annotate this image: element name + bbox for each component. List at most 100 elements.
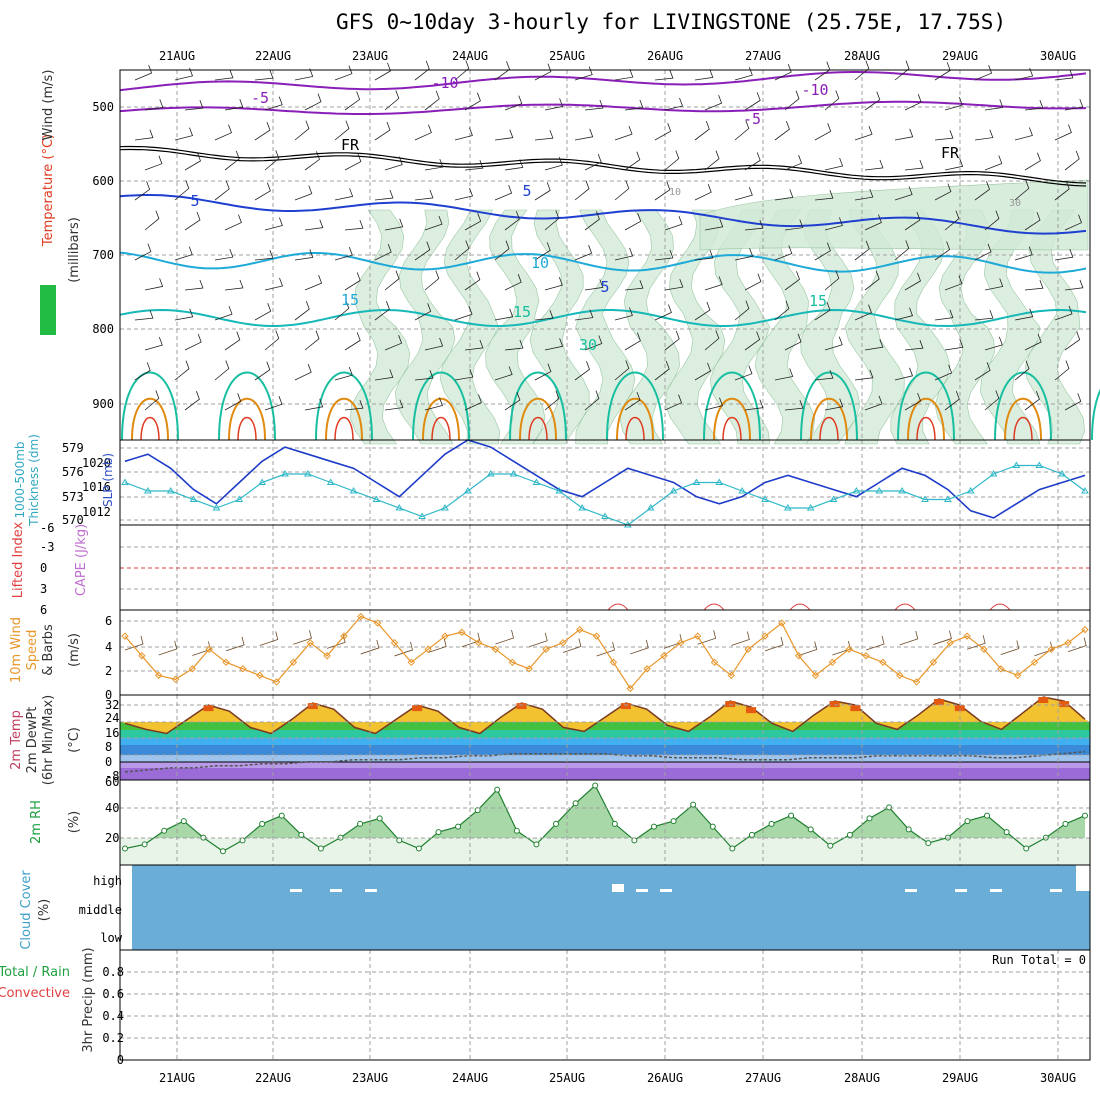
- precip-total-label: Total / Rain: [0, 965, 70, 980]
- wind-barb: [904, 272, 921, 291]
- temp-contour-20: [218, 371, 276, 441]
- wind-barb: [414, 124, 432, 141]
- rh-marker: [846, 831, 853, 838]
- wind-barb: [704, 276, 723, 291]
- thickness-marker: [738, 487, 747, 494]
- wind-barb: [574, 180, 590, 201]
- rh-shading: [980, 209, 1041, 445]
- rh-marker: [239, 837, 246, 844]
- rh-shading: [349, 209, 411, 445]
- wind-axis-label: (m/s): [67, 633, 82, 667]
- temp-max-fill: [725, 701, 736, 708]
- rh-marker: [317, 845, 324, 852]
- thickness-marker: [692, 478, 701, 485]
- wind-barb: [894, 60, 910, 81]
- wind-speed-marker: [643, 665, 651, 673]
- wind-barb: [704, 150, 720, 171]
- wind-barb: [1024, 100, 1044, 111]
- wind-barb: [534, 363, 552, 381]
- thickness-tick: 570: [62, 513, 84, 527]
- rh-marker: [690, 801, 697, 808]
- wind-speed-marker: [306, 638, 314, 647]
- wind-speed-marker: [441, 632, 449, 640]
- wind-speed-marker: [626, 684, 634, 693]
- wind-barb: [504, 274, 522, 291]
- wind-barb: [784, 271, 800, 291]
- temp-tick: 32: [105, 698, 119, 712]
- wind-barb: [384, 270, 400, 291]
- wind-speed-marker: [811, 671, 820, 680]
- wind-barb: [864, 159, 884, 171]
- rh-marker: [866, 815, 873, 822]
- wind-barb: [774, 300, 790, 321]
- thickness-marker: [1035, 461, 1044, 468]
- wind-barb: [334, 366, 353, 381]
- wind-speed-marker: [592, 632, 601, 640]
- wind-barb: [624, 151, 641, 171]
- wind-barb: [904, 159, 924, 171]
- rh-shading-band: [699, 179, 1089, 251]
- top-date-label: 29AUG: [942, 49, 978, 63]
- surface-wind-barb: [764, 636, 784, 652]
- surface-wind-barb: [1034, 641, 1053, 657]
- wind-barb: [654, 304, 672, 321]
- wind-barb: [334, 65, 353, 81]
- temp-tick: 8: [105, 740, 112, 754]
- wind-barb: [544, 390, 560, 411]
- wind-speed-marker: [340, 632, 348, 640]
- wind-barb: [574, 309, 594, 321]
- wind-barb: [974, 309, 994, 321]
- bottom-date-label: 22AUG: [255, 1071, 291, 1085]
- wind-barb: [424, 397, 443, 411]
- wind-speed-marker: [474, 638, 483, 647]
- contour-label: 10: [669, 187, 681, 198]
- wind-speed-marker: [154, 671, 163, 680]
- rh-marker: [1062, 820, 1069, 827]
- wind-barb: [744, 273, 762, 291]
- wind-barb: [1054, 249, 1074, 261]
- wind-barb: [1064, 150, 1080, 171]
- wind-barb: [894, 240, 910, 261]
- thickness-marker: [875, 487, 884, 494]
- wind-barb: [134, 362, 151, 381]
- temp-max-fill: [746, 707, 757, 714]
- wind-barb: [344, 272, 361, 291]
- thickness-marker: [943, 495, 952, 502]
- wind-barb: [694, 249, 714, 261]
- wind-barb: [424, 90, 440, 111]
- wind-barb: [534, 129, 554, 141]
- wind-barb: [974, 243, 992, 261]
- wind-tick: 4: [105, 640, 112, 654]
- wind-barb: [574, 66, 593, 81]
- wind-speed-marker: [660, 652, 668, 660]
- precip-tick: 0.8: [102, 965, 124, 979]
- rh-marker: [415, 845, 422, 852]
- wind-barb: [174, 67, 194, 81]
- surface-wind-barb: [326, 634, 346, 649]
- wind-barb: [814, 369, 834, 381]
- contour-label: -10: [801, 81, 828, 99]
- rh-shading: [485, 209, 546, 445]
- wind-barb: [904, 340, 924, 351]
- top-date-label: 28AUG: [844, 49, 880, 63]
- wind-barb: [904, 94, 922, 111]
- wind-barb: [384, 399, 404, 411]
- lifted-index-line: [894, 603, 916, 611]
- surface-wind-barb: [731, 631, 750, 646]
- wind-barb: [854, 188, 874, 201]
- rh-marker: [611, 820, 618, 827]
- thickness-marker: [463, 487, 472, 494]
- precip-frame: [119, 949, 1091, 1061]
- rh-marker: [650, 823, 657, 830]
- wind-speed-marker: [1064, 638, 1072, 647]
- slp-axis-label: SLP (mb): [101, 453, 115, 507]
- rh-marker: [1023, 845, 1030, 852]
- wind-barb: [774, 121, 790, 141]
- contour-label: 15: [513, 303, 531, 321]
- wind-axis-label: & Barbs: [41, 624, 56, 676]
- wind-barb: [1054, 180, 1070, 201]
- wind-speed-marker: [390, 638, 399, 647]
- temp-contour-30: [431, 417, 451, 441]
- bottom-date-label: 28AUG: [844, 1071, 880, 1085]
